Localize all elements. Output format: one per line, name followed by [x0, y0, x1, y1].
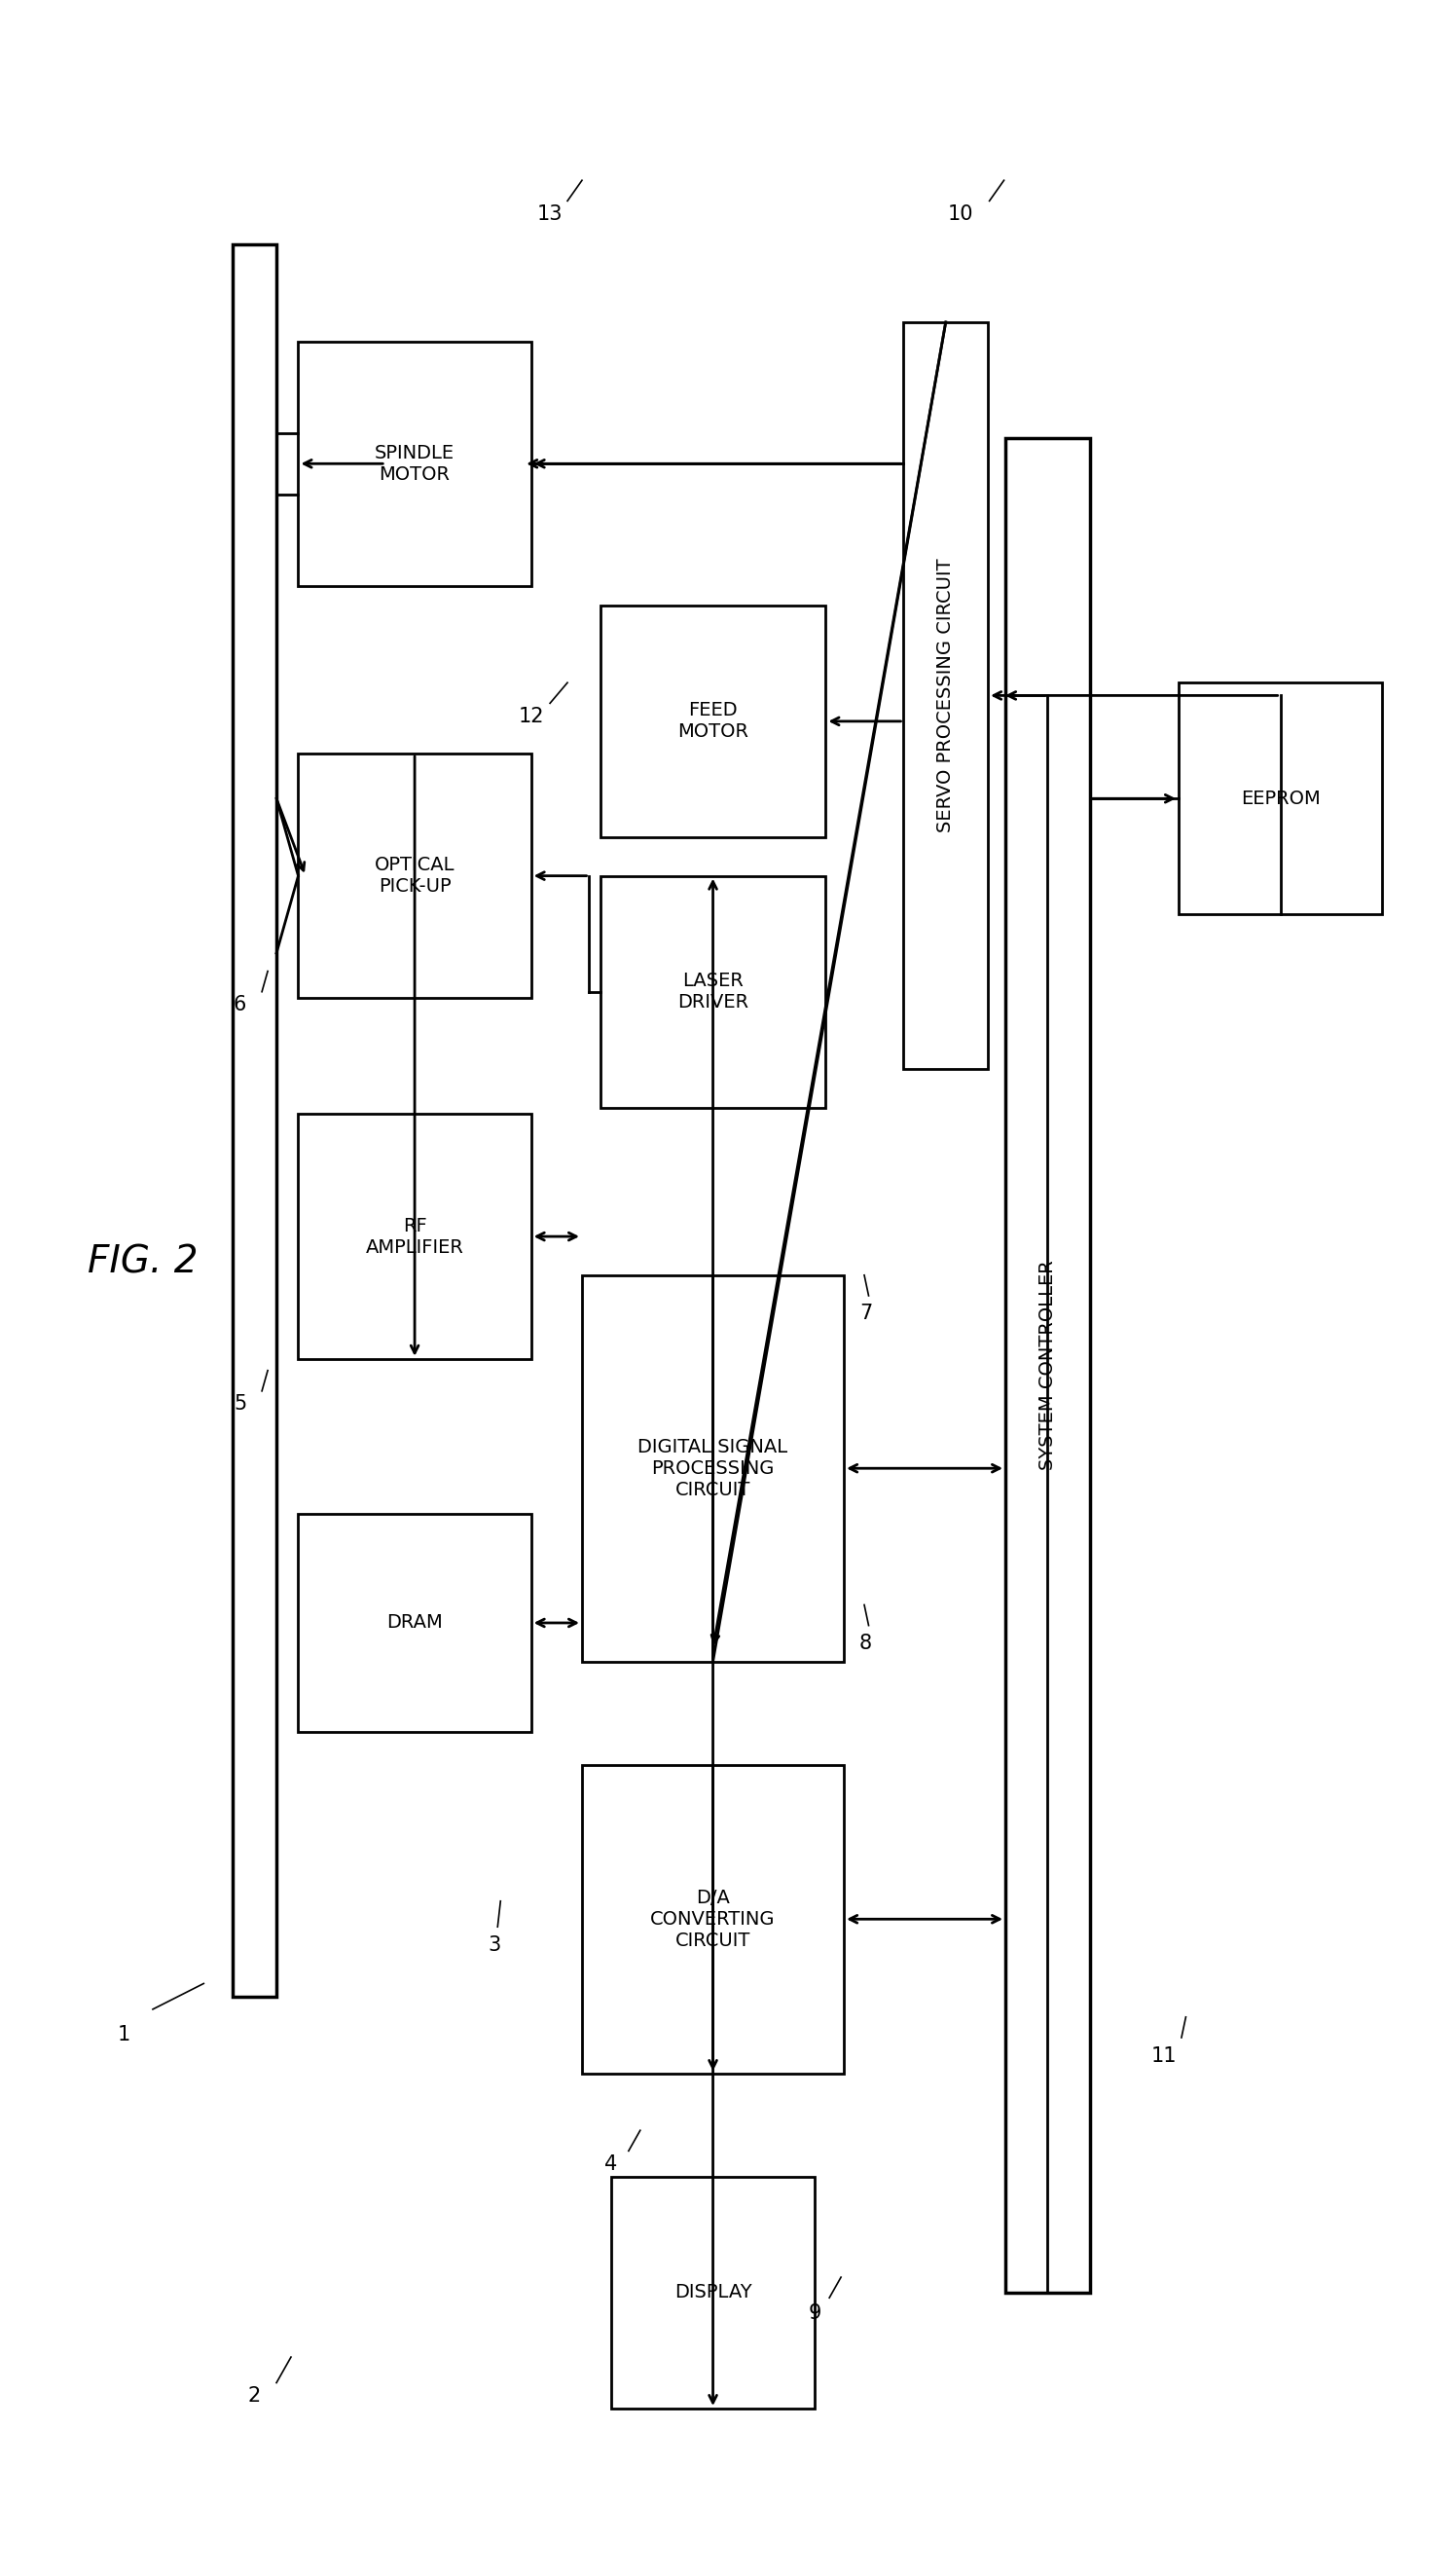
- Text: 5: 5: [234, 1394, 246, 1414]
- Text: 7: 7: [860, 1303, 872, 1324]
- Text: 10: 10: [947, 204, 973, 224]
- Text: 13: 13: [537, 204, 563, 224]
- Text: 1: 1: [118, 2025, 129, 2045]
- Text: SPINDLE
MOTOR: SPINDLE MOTOR: [375, 443, 454, 484]
- Bar: [1005, 438, 1090, 2293]
- Text: FIG. 2: FIG. 2: [87, 1244, 198, 1280]
- Bar: [298, 1512, 531, 1731]
- Bar: [582, 1765, 844, 2074]
- Text: 9: 9: [809, 2303, 821, 2324]
- Bar: [599, 876, 826, 1108]
- Text: SERVO PROCESSING CIRCUIT: SERVO PROCESSING CIRCUIT: [937, 559, 954, 832]
- Text: OPTICAL
PICK-UP: OPTICAL PICK-UP: [374, 855, 455, 896]
- Text: D/A
CONVERTING
CIRCUIT: D/A CONVERTING CIRCUIT: [650, 1888, 776, 1950]
- Text: 8: 8: [860, 1633, 872, 1654]
- Text: LASER
DRIVER: LASER DRIVER: [678, 971, 748, 1012]
- Text: 12: 12: [518, 706, 544, 726]
- Text: 4: 4: [605, 2154, 617, 2174]
- Text: 3: 3: [489, 1935, 501, 1955]
- Bar: [904, 322, 988, 1069]
- Bar: [298, 343, 531, 587]
- Text: FEED
MOTOR: FEED MOTOR: [678, 701, 748, 742]
- Bar: [298, 752, 531, 997]
- Text: EEPROM: EEPROM: [1241, 788, 1320, 809]
- Bar: [1179, 683, 1382, 914]
- Bar: [233, 245, 276, 1996]
- Text: RF
AMPLIFIER: RF AMPLIFIER: [365, 1216, 464, 1257]
- Bar: [599, 605, 826, 837]
- Bar: [582, 1275, 844, 1662]
- Text: SYSTEM CONTROLLER: SYSTEM CONTROLLER: [1039, 1260, 1056, 1471]
- Text: 11: 11: [1151, 2045, 1177, 2066]
- Text: DISPLAY: DISPLAY: [674, 2282, 752, 2303]
- Bar: [298, 1113, 531, 1358]
- Text: DRAM: DRAM: [387, 1613, 442, 1633]
- Bar: [611, 2177, 815, 2409]
- Text: 6: 6: [234, 994, 246, 1015]
- Text: 2: 2: [249, 2385, 260, 2406]
- Text: DIGITAL SIGNAL
PROCESSING
CIRCUIT: DIGITAL SIGNAL PROCESSING CIRCUIT: [637, 1437, 789, 1499]
